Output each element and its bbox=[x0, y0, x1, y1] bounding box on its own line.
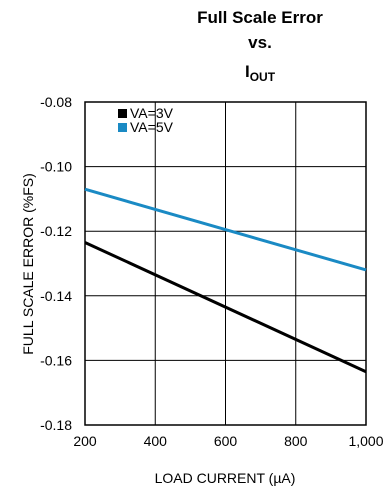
x-tick-label: 800 bbox=[284, 433, 308, 449]
plot-frame bbox=[84, 101, 367, 426]
y-tick-label: -0.16 bbox=[40, 352, 72, 368]
series-line-2 bbox=[84, 187, 367, 272]
y-axis-label: FULL SCALE ERROR (%FS) bbox=[20, 173, 36, 355]
y-tick-label: -0.08 bbox=[40, 94, 72, 110]
x-tick-label: 1,000 bbox=[348, 433, 383, 449]
x-tick-label: 400 bbox=[144, 433, 168, 449]
legend-label-2: VA=5V bbox=[130, 119, 174, 135]
y-tick-label: -0.12 bbox=[40, 223, 72, 239]
x-tick-label: 600 bbox=[214, 433, 238, 449]
legend-label-1: VA=3V bbox=[130, 105, 174, 121]
chart-title-line-1: Full Scale Error bbox=[197, 8, 323, 27]
legend-swatch-1 bbox=[118, 109, 127, 118]
x-tick-label: 200 bbox=[73, 433, 97, 449]
grid-lines bbox=[85, 102, 366, 425]
chart-title-line-3: IOUT bbox=[140, 62, 380, 87]
chart-title-line-2: vs. bbox=[248, 33, 272, 52]
series-line-1 bbox=[84, 241, 367, 374]
chart-title-iout-main: I bbox=[244, 62, 250, 81]
y-tick-label: -0.18 bbox=[40, 417, 72, 433]
y-tick-label: -0.10 bbox=[40, 159, 72, 175]
chart-title-iout-sub: OUT bbox=[249, 70, 276, 84]
x-axis-label: LOAD CURRENT (µA) bbox=[155, 470, 296, 486]
legend-swatch-2 bbox=[118, 123, 127, 132]
y-tick-label: -0.14 bbox=[40, 288, 72, 304]
